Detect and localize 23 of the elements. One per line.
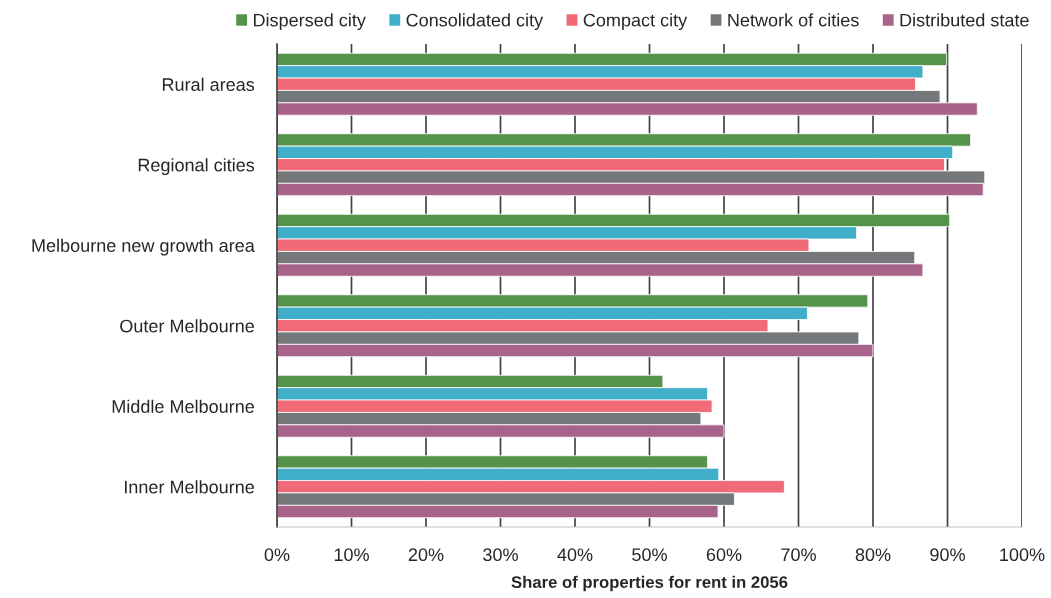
x-tick-label: 40% xyxy=(557,548,593,562)
legend-label: Compact city xyxy=(583,13,688,31)
x-tick-label: 80% xyxy=(855,548,891,562)
x-tick-label: 60% xyxy=(706,548,742,562)
x-tick-label: 20% xyxy=(408,548,444,562)
y-tick-label: Melbourne new growth area xyxy=(32,238,255,256)
y-tick-label: Middle Melbourne xyxy=(112,399,254,413)
x-tick-label: 50% xyxy=(632,548,667,562)
x-axis-title: Share of properties for rent in 2056 xyxy=(511,575,788,592)
x-tick-label: 10% xyxy=(334,548,369,562)
legend-label: Consolidated city xyxy=(406,13,544,31)
legend-label: Dispersed city xyxy=(253,13,366,31)
y-tick-label: Rural areas xyxy=(162,77,255,91)
x-tick-label: 90% xyxy=(930,548,965,562)
x-tick-label: 100% xyxy=(1000,548,1045,562)
legend-label: Network of cities xyxy=(728,13,859,27)
x-tick-label: 30% xyxy=(483,548,518,562)
y-tick-label: Outer Melbourne xyxy=(120,319,254,333)
x-tick-label: 0% xyxy=(264,548,290,562)
y-tick-label: Regional cities xyxy=(138,158,255,176)
legend-label: Distributed state xyxy=(900,13,1029,27)
y-tick-label: Inner Melbourne xyxy=(124,480,254,494)
x-tick-label: 70% xyxy=(781,548,816,562)
